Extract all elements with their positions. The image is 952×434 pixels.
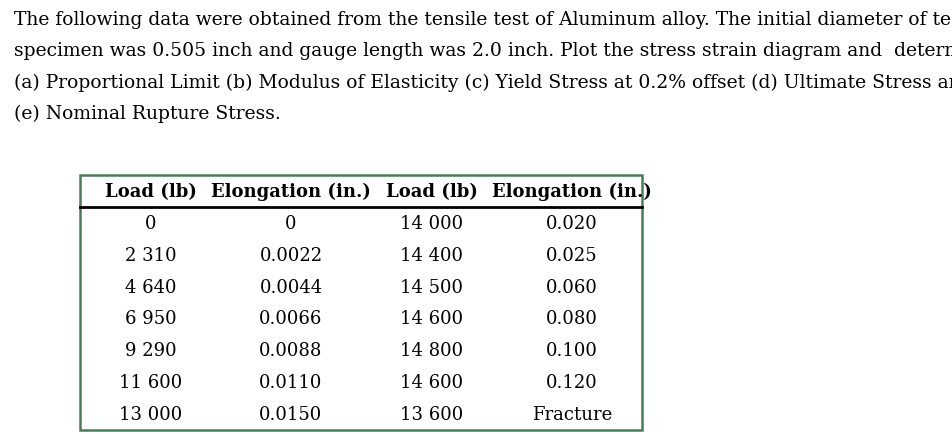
Text: 0.120: 0.120 [546, 373, 598, 391]
Text: Fracture: Fracture [532, 405, 612, 423]
Text: 14 400: 14 400 [400, 246, 463, 264]
Text: 0.0066: 0.0066 [259, 309, 323, 328]
Text: 0.0022: 0.0022 [260, 246, 323, 264]
Text: 2 310: 2 310 [125, 246, 176, 264]
Text: 6 950: 6 950 [125, 309, 176, 328]
Text: 0.0150: 0.0150 [259, 405, 323, 423]
Text: (e) Nominal Rupture Stress.: (e) Nominal Rupture Stress. [14, 105, 281, 123]
Text: 0.060: 0.060 [546, 278, 598, 296]
Text: 0: 0 [145, 214, 156, 232]
Text: 13 000: 13 000 [119, 405, 182, 423]
Text: 0.080: 0.080 [546, 309, 598, 328]
Text: 14 000: 14 000 [400, 214, 463, 232]
Text: 0.0044: 0.0044 [260, 278, 323, 296]
Text: 0.100: 0.100 [546, 341, 598, 359]
Text: 4 640: 4 640 [125, 278, 176, 296]
Text: Elongation (in.): Elongation (in.) [492, 183, 652, 201]
Text: (a) Proportional Limit (b) Modulus of Elasticity (c) Yield Stress at 0.2% offset: (a) Proportional Limit (b) Modulus of El… [14, 73, 952, 92]
Text: 14 600: 14 600 [400, 309, 463, 328]
Text: 0.020: 0.020 [546, 214, 598, 232]
Text: The following data were obtained from the tensile test of Aluminum alloy. The in: The following data were obtained from th… [14, 11, 952, 29]
Text: 14 800: 14 800 [400, 341, 463, 359]
Text: 14 500: 14 500 [400, 278, 463, 296]
Text: Load (lb): Load (lb) [386, 183, 477, 201]
Text: 0.0088: 0.0088 [259, 341, 323, 359]
Text: 0.025: 0.025 [546, 246, 598, 264]
Text: 9 290: 9 290 [125, 341, 176, 359]
Text: 11 600: 11 600 [119, 373, 182, 391]
Text: specimen was 0.505 inch and gauge length was 2.0 inch. Plot the stress strain di: specimen was 0.505 inch and gauge length… [14, 42, 952, 60]
Text: Load (lb): Load (lb) [105, 183, 196, 201]
Text: 13 600: 13 600 [400, 405, 463, 423]
Text: 14 600: 14 600 [400, 373, 463, 391]
Text: 0: 0 [286, 214, 297, 232]
Text: 0.0110: 0.0110 [259, 373, 323, 391]
Text: Elongation (in.): Elongation (in.) [211, 183, 371, 201]
